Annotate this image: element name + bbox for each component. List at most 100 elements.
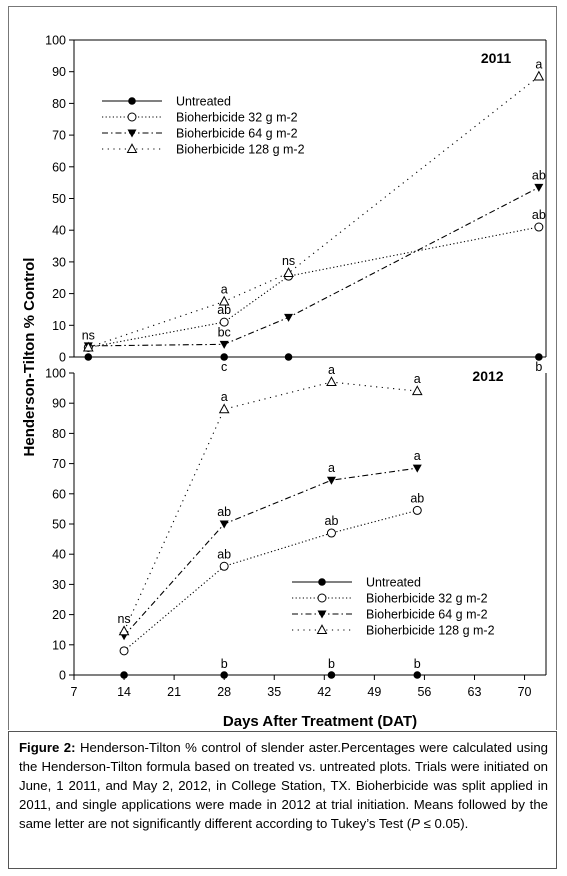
significance-label: ab xyxy=(532,208,546,222)
legend-label: Bioherbicide 128 g m-2 xyxy=(176,143,305,157)
significance-label: a xyxy=(535,57,542,71)
data-point-2012-1 xyxy=(326,528,336,538)
series-line-2012-1 xyxy=(123,509,418,652)
y-tick-label: 30 xyxy=(52,255,66,269)
x-tick-label: 14 xyxy=(117,685,131,699)
y-tick-label: 10 xyxy=(52,638,66,652)
series-line-2011-1 xyxy=(88,226,539,349)
significance-label: ns xyxy=(282,254,295,268)
data-point-2012-1 xyxy=(412,505,422,515)
significance-label: ab xyxy=(410,491,424,505)
significance-label: a xyxy=(221,283,228,297)
caption-p-rest: ≤ 0.05). xyxy=(419,816,469,831)
data-point-2011-3 xyxy=(283,267,294,277)
significance-label: a xyxy=(328,461,335,475)
data-point-2011-3 xyxy=(82,341,94,352)
significance-label: ab xyxy=(217,547,231,561)
y-tick-label: 70 xyxy=(52,457,66,471)
significance-label: a xyxy=(414,449,421,463)
significance-label: ns xyxy=(117,612,130,626)
data-point-2012-2 xyxy=(219,520,229,529)
figure-frame xyxy=(8,6,557,730)
data-point-2012-1 xyxy=(219,561,229,571)
y-tick-label: 0 xyxy=(59,351,66,365)
legend-marker xyxy=(128,97,136,105)
y-tick-label: 100 xyxy=(45,34,66,48)
y-tick-label: 20 xyxy=(52,287,66,301)
significance-label: b xyxy=(328,657,335,671)
y-tick-label: 90 xyxy=(52,65,66,79)
y-tick-label: 80 xyxy=(52,97,66,111)
significance-label: ns xyxy=(82,328,95,342)
y-tick-label: 40 xyxy=(52,548,66,562)
x-tick-label: 35 xyxy=(267,685,281,699)
significance-label: ab xyxy=(217,303,231,317)
x-tick-label: 28 xyxy=(217,685,231,699)
y-axis-label: Henderson-Tilton % Control xyxy=(21,258,38,457)
legend-marker xyxy=(318,578,326,586)
x-tick-label: 70 xyxy=(518,685,532,699)
significance-label: b xyxy=(535,360,542,374)
data-point-2012-3 xyxy=(118,625,130,636)
caption-text: Henderson-Tilton % control of slender as… xyxy=(19,740,548,831)
figure-caption: Figure 2: Henderson-Tilton % control of … xyxy=(8,731,557,869)
significance-label: bc xyxy=(218,325,231,339)
y-tick-label: 0 xyxy=(59,669,66,683)
legend-label: Untreated xyxy=(176,95,231,109)
data-point-2012-2 xyxy=(412,464,422,473)
data-point-2012-0 xyxy=(327,671,336,679)
significance-label: a xyxy=(221,390,228,404)
significance-label: ab xyxy=(217,505,231,519)
data-point-2012-3 xyxy=(411,385,423,396)
y-tick-label: 60 xyxy=(52,487,66,501)
significance-label: b xyxy=(221,657,228,671)
significance-label: a xyxy=(414,372,421,386)
data-point-2011-2 xyxy=(284,313,294,322)
legend-marker xyxy=(317,610,327,619)
legend-label: Bioherbicide 32 g m-2 xyxy=(366,592,488,606)
x-tick-label: 7 xyxy=(71,685,78,699)
data-point-2011-0 xyxy=(284,353,293,361)
y-tick-label: 50 xyxy=(52,192,66,206)
significance-label: b xyxy=(414,657,421,671)
data-point-2011-0 xyxy=(220,353,228,361)
data-point-2011-0 xyxy=(84,353,93,361)
y-tick-label: 100 xyxy=(45,367,66,381)
legend-label: Bioherbicide 32 g m-2 xyxy=(176,111,298,125)
caption-p-symbol: P xyxy=(411,816,420,831)
significance-label: a xyxy=(328,363,335,377)
data-point-2012-3 xyxy=(218,403,230,414)
series-line-2011-3 xyxy=(88,76,540,349)
x-tick-label: 56 xyxy=(417,685,431,699)
legend-label: Untreated xyxy=(366,576,421,590)
x-tick-label: 21 xyxy=(167,685,181,699)
significance-label: c xyxy=(221,360,227,374)
data-point-2011-2 xyxy=(219,340,229,349)
significance-label: ab xyxy=(325,514,339,528)
x-tick-label: 42 xyxy=(317,685,331,699)
legend-marker xyxy=(316,624,328,634)
data-point-2011-3 xyxy=(533,70,545,81)
henderson-tilton-chart: Henderson-Tilton % Control 0 10 20 30 40 50 60 7… xyxy=(21,34,547,730)
legend-marker xyxy=(126,143,138,153)
data-point-2012-3 xyxy=(326,376,337,387)
y-tick-label: 50 xyxy=(52,518,66,532)
y-tick-label: 70 xyxy=(52,129,66,143)
data-point-2011-2 xyxy=(534,183,544,192)
y-tick-label: 90 xyxy=(52,397,66,411)
legend-label: Bioherbicide 128 g m-2 xyxy=(366,624,495,638)
caption-label: Figure 2: xyxy=(19,740,76,755)
significance-label: ab xyxy=(532,168,546,182)
y-tick-label: 30 xyxy=(52,578,66,592)
y-tick-label: 10 xyxy=(52,319,66,333)
y-tick-label: 20 xyxy=(52,608,66,622)
x-tick-label: 49 xyxy=(367,685,381,699)
data-point-2011-1 xyxy=(534,222,544,232)
x-tick-label: 63 xyxy=(468,685,482,699)
y-tick-label: 40 xyxy=(52,224,66,238)
data-point-2011-3 xyxy=(218,295,230,306)
legend-label: Bioherbicide 64 g m-2 xyxy=(176,127,298,141)
panel-title-2011: 2011 xyxy=(481,50,512,66)
data-point-2012-0 xyxy=(413,671,422,679)
panel-title-2012: 2012 xyxy=(472,368,503,384)
